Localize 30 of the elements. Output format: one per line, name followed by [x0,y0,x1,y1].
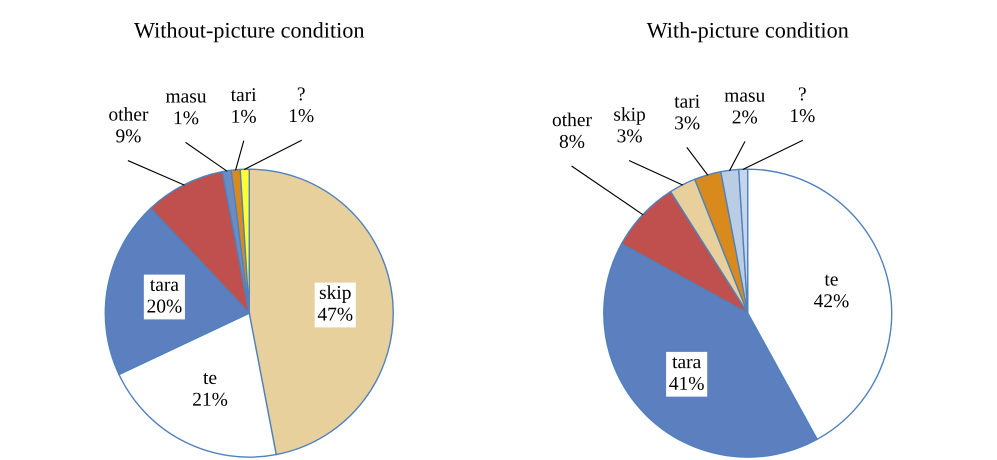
data-label: 47% [318,308,352,321]
slice-label: tari [674,94,700,108]
data-label: 3% [675,116,700,130]
data-label: 9% [116,129,141,143]
data-label: 1% [232,110,256,123]
slice-label: tara [672,357,701,368]
slice-label: te [203,373,216,384]
slice-label: other [109,107,148,121]
data-label: 1% [174,111,198,124]
data-label: 8% [560,134,584,148]
chart-title: Without-picture condition [134,22,364,42]
chart-title: With-picture condition [646,22,848,42]
data-label: 2% [732,110,758,124]
data-label: 41% [669,376,704,390]
slice-label: tari [230,88,256,102]
slice-label: te [824,274,838,286]
slice-label: skip [320,285,351,303]
data-label: 21% [193,392,228,406]
slice-label: masu [166,93,206,103]
slice-label: other [552,112,592,126]
slice-label: tara [150,280,179,291]
data-label: 20% [147,300,182,313]
data-label: 3% [618,129,642,143]
slice-label: ? [799,87,806,101]
slice-label: masu [724,92,765,102]
data-label: 1% [290,109,314,122]
slice-label: skip [614,107,646,125]
data-label: 42% [814,294,849,308]
data-label: 1% [791,109,815,122]
slice-label: ? [298,87,305,101]
